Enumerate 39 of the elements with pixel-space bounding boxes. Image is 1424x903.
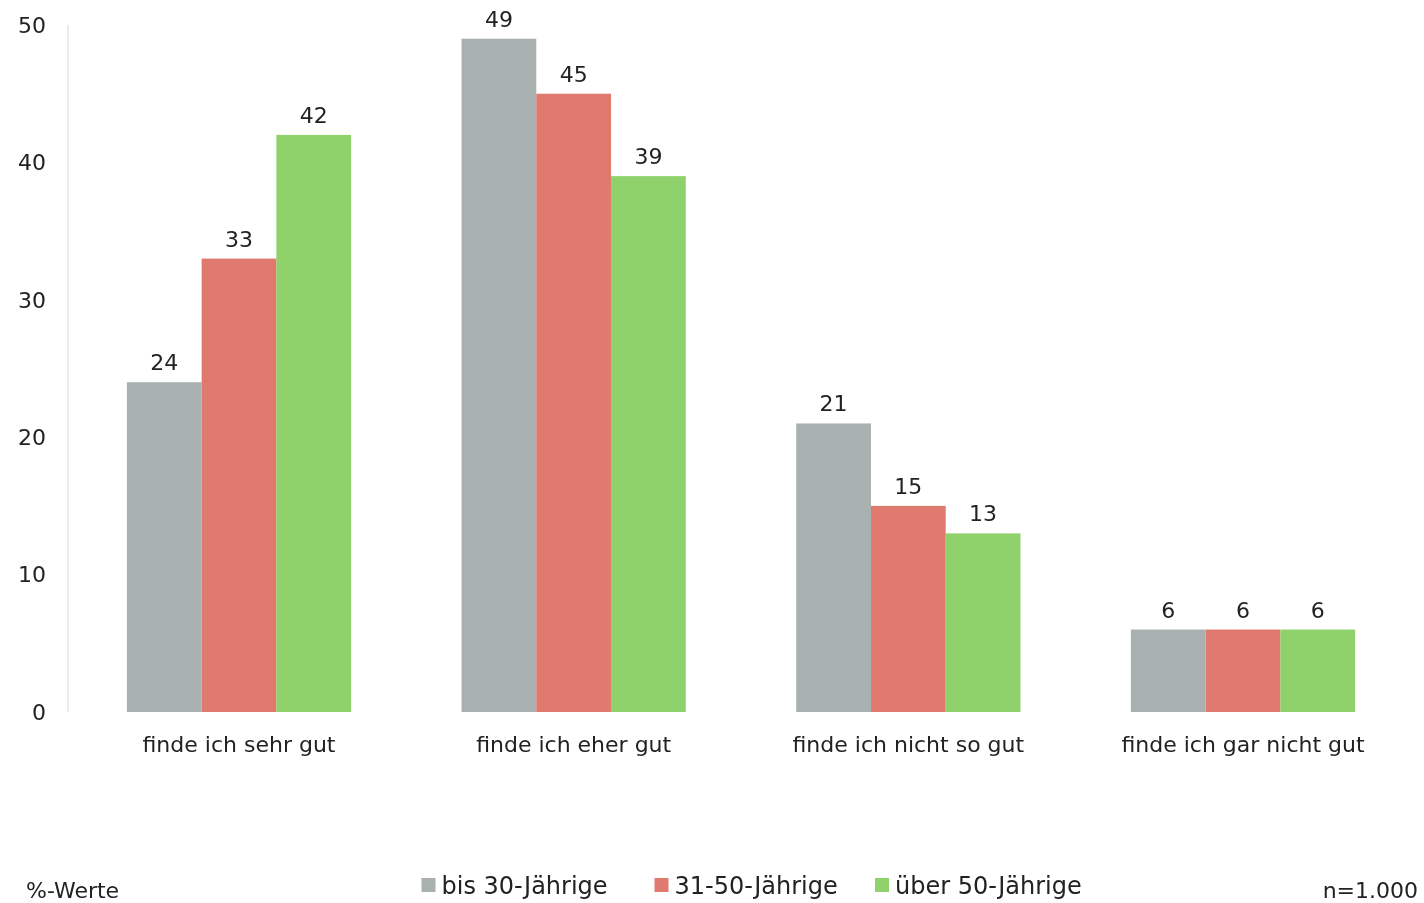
bar [461,38,537,712]
x-tick-label: finde ich nicht so gut [792,732,1025,757]
x-tick-label: finde ich sehr gut [142,732,336,757]
text: %-Werte [26,877,120,903]
bar [1205,629,1281,712]
data-label: 45 [559,61,588,87]
y-tick-label: 30 [18,287,46,313]
data-label: 42 [299,102,328,128]
bar [536,93,612,712]
bar [126,382,202,712]
y-tick-label: 0 [32,699,46,725]
data-label: 6 [1235,597,1250,623]
legend-label: 31-50-Jährige [674,872,838,901]
bar [945,533,1021,712]
text: n=1.000 [1322,877,1418,903]
legend-label: bis 30-Jährige [441,872,608,901]
data-label: 49 [484,6,513,32]
data-label: 6 [1161,597,1176,623]
x-tick-label: finde ich gar nicht gut [1121,732,1365,757]
bar [276,134,352,712]
bar [611,176,686,712]
y-tick-label: 10 [18,562,46,588]
x-tick-label: finde ich eher gut [476,732,672,757]
data-label: 33 [225,226,253,252]
data-label: 15 [894,473,923,499]
data-label: 39 [634,144,663,170]
data-label: 21 [819,391,848,417]
bar [1280,629,1356,712]
bar [796,423,871,712]
bar [201,258,277,712]
data-label: 6 [1310,597,1325,623]
legend-label: über 50-Jährige [895,872,1082,901]
bar [1130,629,1206,712]
y-tick-label: 20 [18,424,46,450]
y-tick-label: 50 [18,12,46,38]
data-label: 13 [969,501,998,527]
bar [870,505,946,712]
data-label: 24 [150,350,179,376]
y-tick-label: 40 [18,150,46,176]
